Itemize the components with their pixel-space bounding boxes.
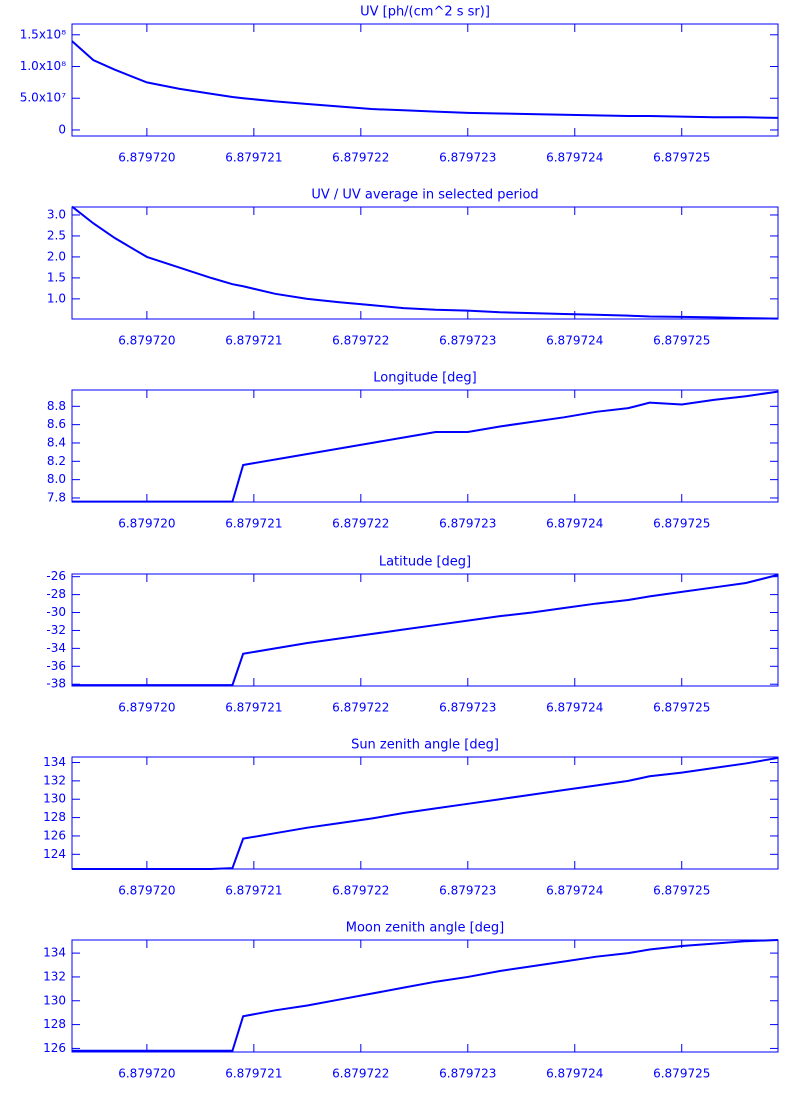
x-tick-label: 6.879722 <box>332 151 389 165</box>
x-tick-label: 6.879725 <box>653 884 710 898</box>
y-tick-label: 1.0x10⁸ <box>20 59 66 73</box>
x-tick-label: 6.879723 <box>439 1067 496 1081</box>
y-tick-label: 8.2 <box>47 454 66 468</box>
x-tick-label: 6.879720 <box>118 517 175 531</box>
x-tick-label: 6.879721 <box>225 701 282 715</box>
x-tick-label: 6.879723 <box>439 151 496 165</box>
y-tick-label: 2.0 <box>47 249 66 263</box>
y-tick-label: 128 <box>43 1017 66 1031</box>
y-tick-label: 132 <box>43 773 66 787</box>
plot-frame <box>71 389 779 503</box>
y-tick-label: 3.0 <box>47 207 66 221</box>
x-tick-label: 6.879723 <box>439 334 496 348</box>
x-tick-label: 6.879720 <box>118 1067 175 1081</box>
y-tick-label: -28 <box>46 587 66 601</box>
plot-frame <box>71 756 779 870</box>
y-tick-label: 8.0 <box>47 472 66 486</box>
x-tick-label: 6.879725 <box>653 334 710 348</box>
y-tick-label: 128 <box>43 810 66 824</box>
y-tick-label: -38 <box>46 677 66 691</box>
data-line <box>71 205 779 320</box>
data-line <box>72 756 779 870</box>
y-tick-label: 7.8 <box>47 490 66 504</box>
y-tick-label: 132 <box>43 969 66 983</box>
x-tick-label: 6.879722 <box>332 334 389 348</box>
x-tick-label: 6.879722 <box>332 884 389 898</box>
x-tick-label: 6.879720 <box>118 884 175 898</box>
panel-title: UV [ph/(cm^2 s sr)] <box>360 5 490 20</box>
x-tick-label: 6.879722 <box>332 701 389 715</box>
x-tick-label: 6.879724 <box>546 884 603 898</box>
x-tick-label: 6.879724 <box>546 517 603 531</box>
y-tick-label: 1.5x10⁸ <box>20 27 66 41</box>
y-tick-label: 8.6 <box>47 417 66 431</box>
x-tick-label: 6.879723 <box>439 517 496 531</box>
y-tick-label: -34 <box>46 641 66 655</box>
y-tick-label: -32 <box>46 623 66 637</box>
y-tick-label: 5.0x10⁷ <box>20 91 66 105</box>
data-line <box>72 573 779 687</box>
data-line <box>72 390 779 503</box>
x-tick-label: 6.879721 <box>225 517 282 531</box>
x-tick-label: 6.879722 <box>332 517 389 531</box>
x-tick-label: 6.879724 <box>546 334 603 348</box>
x-tick-label: 6.879724 <box>546 151 603 165</box>
plot-frame <box>71 573 779 687</box>
y-tick-label: 126 <box>43 828 66 842</box>
y-tick-label: 8.8 <box>47 399 66 413</box>
plot-frame <box>71 23 779 137</box>
panel-title: Longitude [deg] <box>373 371 476 386</box>
y-tick-label: 2.5 <box>47 228 66 242</box>
y-tick-label: 0 <box>58 122 66 136</box>
panel-title: Latitude [deg] <box>379 555 471 570</box>
y-tick-label: -30 <box>46 605 66 619</box>
x-tick-label: 6.879721 <box>225 151 282 165</box>
data-line <box>71 40 779 119</box>
x-tick-label: 6.879723 <box>439 884 496 898</box>
x-tick-label: 6.879721 <box>225 1067 282 1081</box>
panel-title: Sun zenith angle [deg] <box>351 738 499 753</box>
x-tick-label: 6.879720 <box>118 151 175 165</box>
panel-title: Moon zenith angle [deg] <box>346 921 504 936</box>
x-tick-label: 6.879721 <box>225 334 282 348</box>
y-tick-label: 130 <box>43 792 66 806</box>
y-tick-label: 134 <box>43 755 66 769</box>
data-line <box>72 939 779 1052</box>
x-tick-label: 6.879725 <box>653 517 710 531</box>
y-tick-label: 126 <box>43 1041 66 1055</box>
x-tick-label: 6.879720 <box>118 701 175 715</box>
x-tick-label: 6.879725 <box>653 151 710 165</box>
x-tick-label: 6.879725 <box>653 1067 710 1081</box>
x-tick-label: 6.879725 <box>653 701 710 715</box>
plot-frame <box>71 939 779 1053</box>
y-tick-label: 134 <box>43 946 66 960</box>
x-tick-label: 6.879721 <box>225 884 282 898</box>
y-tick-label: -26 <box>46 569 66 583</box>
y-tick-label: 124 <box>43 847 66 861</box>
x-tick-label: 6.879724 <box>546 1067 603 1081</box>
y-tick-label: 130 <box>43 993 66 1007</box>
plot-frame <box>71 206 779 320</box>
x-tick-label: 6.879722 <box>332 1067 389 1081</box>
x-tick-label: 6.879724 <box>546 701 603 715</box>
x-tick-label: 6.879720 <box>118 334 175 348</box>
y-tick-label: 1.5 <box>47 270 66 284</box>
panel-title: UV / UV average in selected period <box>311 188 538 203</box>
x-tick-label: 6.879723 <box>439 701 496 715</box>
y-tick-label: 8.4 <box>47 435 66 449</box>
y-tick-label: 1.0 <box>47 291 66 305</box>
y-tick-label: -36 <box>46 659 66 673</box>
